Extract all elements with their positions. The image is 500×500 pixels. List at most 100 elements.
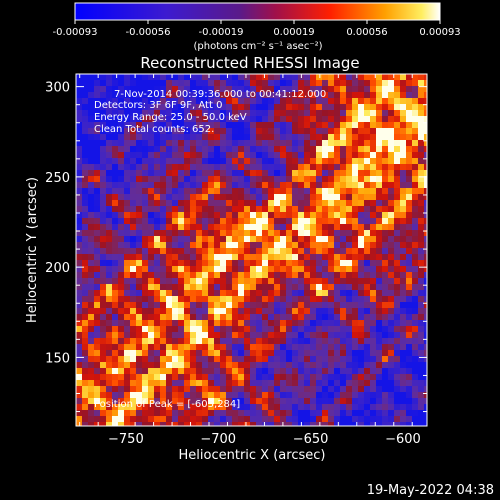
- heatmap-cell: [76, 176, 83, 183]
- heatmap-cell: [154, 242, 161, 249]
- heatmap-cell: [184, 386, 191, 393]
- heatmap-cell: [250, 164, 257, 171]
- heatmap-cell: [328, 200, 335, 207]
- heatmap-cell: [124, 200, 131, 207]
- heatmap-cell: [76, 326, 83, 333]
- heatmap-cell: [280, 170, 287, 177]
- heatmap-cell: [328, 392, 335, 399]
- heatmap-cell: [142, 284, 149, 291]
- heatmap-cell: [196, 404, 203, 411]
- heatmap-cell: [226, 260, 233, 267]
- heatmap-cell: [418, 248, 425, 255]
- heatmap-cell: [316, 182, 323, 189]
- heatmap-cell: [124, 296, 131, 303]
- heatmap-cell: [118, 134, 125, 141]
- heatmap-cell: [220, 194, 227, 201]
- heatmap-cell: [388, 308, 395, 315]
- heatmap-cell: [256, 296, 263, 303]
- heatmap-cell: [136, 164, 143, 171]
- heatmap-cell: [220, 278, 227, 285]
- heatmap-cell: [112, 128, 119, 135]
- heatmap-cell: [280, 176, 287, 183]
- heatmap-cell: [322, 326, 329, 333]
- heatmap-cell: [406, 206, 413, 213]
- heatmap-cell: [370, 332, 377, 339]
- heatmap-cell: [400, 230, 407, 237]
- heatmap-cell: [82, 182, 89, 189]
- heatmap-cell: [232, 422, 239, 426]
- heatmap-cell: [244, 116, 251, 123]
- heatmap-cell: [334, 230, 341, 237]
- heatmap-cell: [220, 320, 227, 327]
- heatmap-cell: [292, 356, 299, 363]
- heatmap-cell: [202, 410, 209, 417]
- heatmap-cell: [316, 164, 323, 171]
- heatmap-cell: [358, 314, 365, 321]
- heatmap-cell: [172, 296, 179, 303]
- heatmap-cell: [382, 296, 389, 303]
- heatmap-cell: [274, 224, 281, 231]
- heatmap-cell: [382, 116, 389, 123]
- heatmap-cell: [256, 398, 263, 405]
- heatmap-cell: [148, 266, 155, 273]
- heatmap-cell: [262, 110, 269, 117]
- heatmap-cell: [292, 266, 299, 273]
- heatmap-cell: [274, 248, 281, 255]
- heatmap-cell: [118, 308, 125, 315]
- heatmap-cell: [118, 230, 125, 237]
- heatmap-cell: [106, 284, 113, 291]
- heatmap-cell: [346, 212, 353, 219]
- heatmap-cell: [136, 284, 143, 291]
- heatmap-cell: [226, 206, 233, 213]
- heatmap-cell: [76, 410, 83, 417]
- heatmap-cell: [202, 140, 209, 147]
- heatmap-cell: [400, 254, 407, 261]
- heatmap-cell: [130, 158, 137, 165]
- heatmap-cell: [214, 206, 221, 213]
- heatmap-cell: [136, 308, 143, 315]
- heatmap-cell: [244, 242, 251, 249]
- heatmap-cell: [394, 422, 401, 426]
- heatmap-cell: [334, 380, 341, 387]
- heatmap-cell: [184, 302, 191, 309]
- heatmap-cell: [418, 134, 425, 141]
- heatmap-cell: [142, 158, 149, 165]
- heatmap-cell: [244, 386, 251, 393]
- heatmap-cell: [352, 368, 359, 375]
- heatmap-cell: [106, 272, 113, 279]
- heatmap-cell: [172, 374, 179, 381]
- heatmap-cell: [340, 266, 347, 273]
- heatmap-cell: [202, 362, 209, 369]
- heatmap-cell: [382, 278, 389, 285]
- heatmap-cell: [358, 170, 365, 177]
- heatmap-cell: [346, 272, 353, 279]
- heatmap-cell: [178, 86, 185, 93]
- heatmap-cell: [172, 332, 179, 339]
- heatmap-cell: [172, 74, 179, 81]
- heatmap-cell: [88, 296, 95, 303]
- heatmap-cell: [280, 194, 287, 201]
- heatmap-cell: [310, 248, 317, 255]
- heatmap-cell: [304, 332, 311, 339]
- heatmap-cell: [334, 86, 341, 93]
- heatmap-cell: [178, 380, 185, 387]
- heatmap-cell: [358, 98, 365, 105]
- heatmap-cell: [130, 140, 137, 147]
- heatmap-cell: [100, 200, 107, 207]
- heatmap-cell: [172, 116, 179, 123]
- heatmap-cell: [202, 368, 209, 375]
- heatmap-cell: [148, 386, 155, 393]
- heatmap-cell: [250, 230, 257, 237]
- heatmap-cell: [262, 170, 269, 177]
- heatmap-cell: [406, 302, 413, 309]
- heatmap-cell: [106, 170, 113, 177]
- heatmap-cell: [328, 344, 335, 351]
- heatmap-cell: [394, 164, 401, 171]
- heatmap-cell: [352, 320, 359, 327]
- heatmap-cell: [400, 74, 407, 81]
- heatmap-cell: [214, 218, 221, 225]
- heatmap-cell: [388, 416, 395, 423]
- heatmap-cell: [208, 212, 215, 219]
- heatmap-cell: [214, 416, 221, 423]
- heatmap-cell: [364, 332, 371, 339]
